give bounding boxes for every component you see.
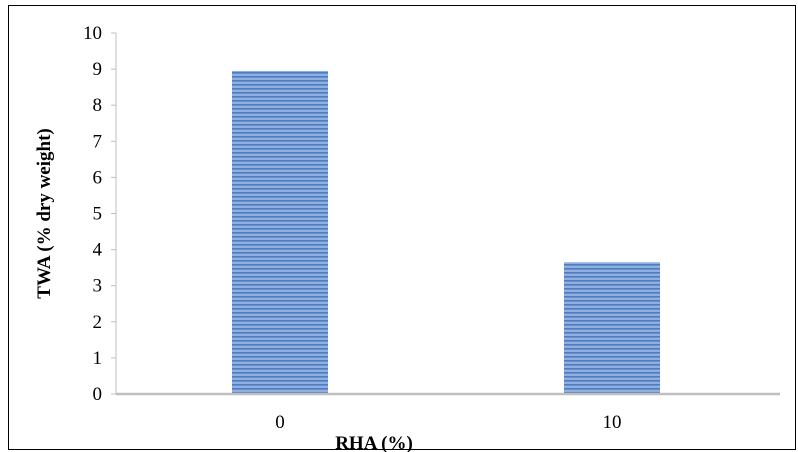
x-axis-ticks: 0 10 — [275, 412, 621, 433]
y-tick-label: 1 — [93, 348, 103, 369]
y-tick-label: 6 — [93, 167, 103, 188]
y-tick-label: 7 — [93, 131, 103, 152]
chart-frame — [8, 5, 796, 450]
y-tick-label: 3 — [93, 276, 103, 297]
y-tick-label: 8 — [93, 95, 103, 116]
y-axis-title: TWA (% dry weight) — [34, 128, 55, 298]
y-tick-label: 5 — [93, 204, 103, 225]
y-tick-label: 0 — [93, 384, 103, 405]
y-tick-label: 9 — [93, 59, 103, 80]
y-tick-label: 4 — [93, 240, 103, 261]
bar-0 — [232, 70, 328, 394]
bar-10 — [564, 262, 660, 394]
x-tick-label: 10 — [603, 412, 622, 433]
y-axis-ticks: 0 1 2 3 4 5 6 7 8 9 10 — [83, 23, 116, 405]
y-tick-label: 10 — [83, 23, 102, 44]
bars — [232, 70, 660, 394]
x-axis-title: RHA (%) — [335, 433, 413, 452]
x-tick-label: 0 — [275, 412, 285, 433]
y-tick-label: 2 — [93, 312, 103, 333]
